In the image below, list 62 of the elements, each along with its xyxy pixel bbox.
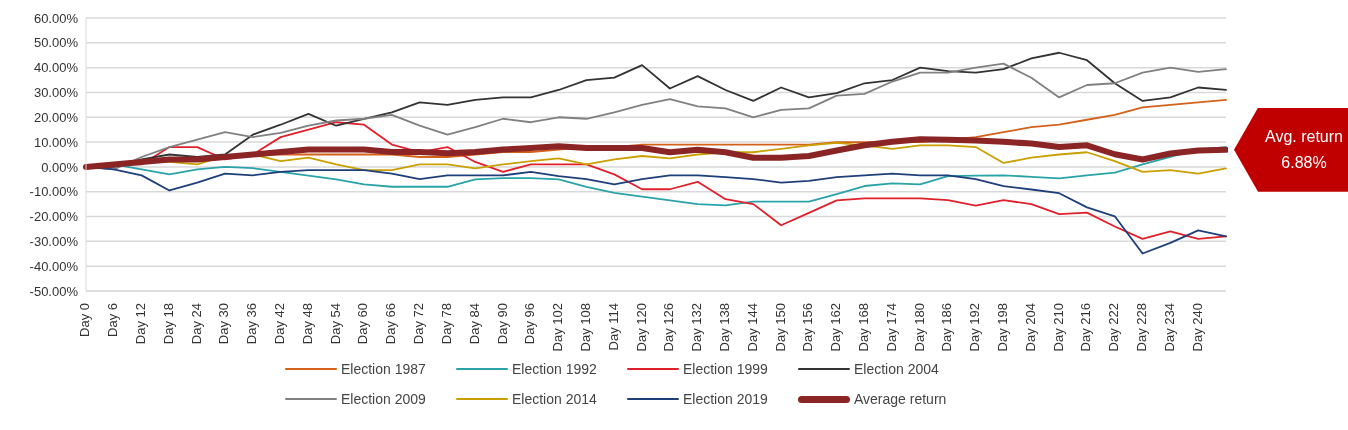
y-tick-label: 40.00% xyxy=(33,60,79,76)
x-tick-label: Day 234 xyxy=(1161,303,1177,352)
y-tick-label: 20.00% xyxy=(33,109,79,125)
y-tick-label: -10.00% xyxy=(29,184,79,200)
y-tick-label: 0.00% xyxy=(41,159,79,175)
legend-label: Election 1999 xyxy=(683,361,768,377)
x-tick-label: Day 108 xyxy=(577,303,593,352)
x-tick-label: Day 90 xyxy=(494,303,510,345)
y-tick-label: 10.00% xyxy=(33,134,79,150)
x-tick-label: Day 102 xyxy=(550,303,566,352)
legend-label: Election 1987 xyxy=(341,361,426,377)
x-tick-label: Day 36 xyxy=(244,303,260,345)
x-tick-label: Day 54 xyxy=(327,303,343,345)
x-tick-label: Day 24 xyxy=(188,303,204,345)
y-tick-label: 60.00% xyxy=(33,10,79,26)
x-tick-label: Day 6 xyxy=(105,303,121,337)
x-tick-label: Day 132 xyxy=(689,303,705,352)
x-tick-label: Day 66 xyxy=(383,303,399,345)
x-tick-label: Day 216 xyxy=(1078,303,1094,352)
x-tick-label: Day 12 xyxy=(133,303,149,345)
x-tick-label: Day 48 xyxy=(299,303,315,345)
legend-label: Average return xyxy=(854,391,947,407)
legend-label: Election 2004 xyxy=(854,361,939,377)
y-tick-label: -20.00% xyxy=(29,209,79,225)
x-tick-label: Day 240 xyxy=(1189,303,1205,352)
x-tick-label: Day 72 xyxy=(411,303,427,345)
x-tick-label: Day 138 xyxy=(716,303,732,352)
x-tick-label: Day 96 xyxy=(522,303,538,345)
x-tick-label: Day 150 xyxy=(772,303,788,352)
x-tick-label: Day 84 xyxy=(466,303,482,345)
x-tick-label: Day 42 xyxy=(272,303,288,345)
x-tick-label: Day 162 xyxy=(828,303,844,352)
legend-label: Election 1992 xyxy=(512,361,597,377)
legend-label: Election 2009 xyxy=(341,391,426,407)
x-tick-label: Day 0 xyxy=(77,303,93,337)
x-tick-label: Day 126 xyxy=(661,303,677,352)
legend-label: Election 2019 xyxy=(683,391,768,407)
x-tick-label: Day 198 xyxy=(995,303,1010,352)
x-tick-label: Day 18 xyxy=(160,303,176,345)
x-tick-label: Day 156 xyxy=(800,303,816,352)
y-tick-label: -30.00% xyxy=(29,233,79,249)
x-tick-label: Day 210 xyxy=(1050,303,1066,352)
legend-label: Election 2014 xyxy=(512,391,597,407)
y-tick-label: -50.00% xyxy=(29,283,79,299)
x-tick-label: Day 228 xyxy=(1134,303,1150,352)
x-tick-label: Day 114 xyxy=(605,303,621,351)
x-tick-label: Day 180 xyxy=(911,303,927,352)
x-tick-label: Day 186 xyxy=(939,303,955,352)
x-tick-label: Day 30 xyxy=(216,303,232,345)
x-tick-label: Day 204 xyxy=(1022,303,1038,352)
y-tick-label: -40.00% xyxy=(29,258,79,274)
x-tick-label: Day 222 xyxy=(1106,303,1122,352)
y-tick-label: 50.00% xyxy=(33,35,79,51)
x-tick-label: Day 144 xyxy=(744,303,760,352)
x-tick-label: Day 120 xyxy=(633,303,649,352)
x-tick-label: Day 174 xyxy=(883,303,899,352)
x-tick-label: Day 168 xyxy=(855,303,871,352)
y-tick-label: 30.00% xyxy=(33,85,79,101)
x-tick-label: Day 60 xyxy=(355,303,371,345)
x-tick-label: Day 78 xyxy=(438,303,454,345)
x-tick-label: Day 192 xyxy=(967,303,983,352)
text: Avg. return 6.88% xyxy=(1265,126,1343,173)
